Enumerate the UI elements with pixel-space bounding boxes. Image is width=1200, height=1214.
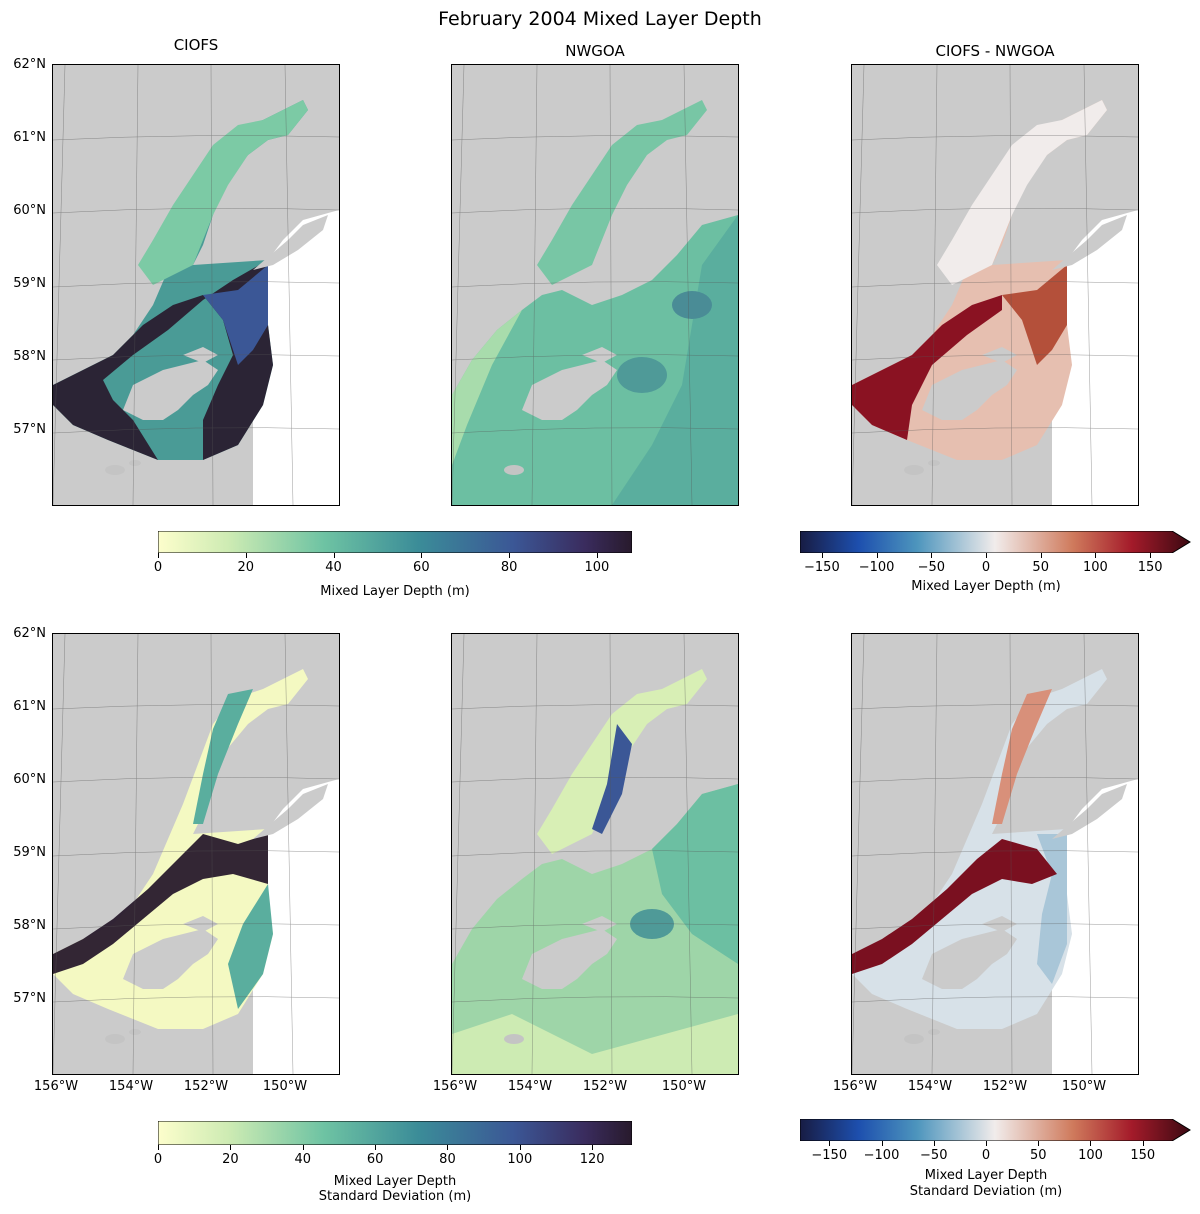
colorbar-tick-label: 150	[1130, 1148, 1156, 1163]
lat-tick-r2: 60°N	[13, 772, 46, 787]
colorbar-tick-label: 60	[366, 1152, 384, 1167]
colorbar-tick-mark	[421, 553, 423, 558]
colorbar-tick-label: −50	[917, 560, 945, 575]
colorbar-tick-mark	[245, 553, 247, 558]
lat-tick-r1: 62°N	[13, 57, 46, 72]
colorbar-std-label-2: Standard Deviation (m)	[318, 1189, 472, 1204]
lat-tick-r2: 62°N	[13, 626, 46, 641]
lon-tick: 154°W	[108, 1079, 154, 1094]
lat-tick-r1: 58°N	[13, 349, 46, 364]
colorbar-tick-label: 100	[1078, 1148, 1103, 1163]
colorbar-tick-label: 60	[413, 560, 430, 575]
colorbar-tick-label: −150	[811, 1148, 848, 1163]
map-ciofs-std	[52, 633, 340, 1075]
map-nwgoa-std	[451, 633, 739, 1075]
colorbar-std-diff-label-1: Mixed Layer Depth	[924, 1168, 1048, 1183]
lat-tick-r2: 58°N	[13, 918, 46, 933]
lat-tick-r2: 59°N	[13, 845, 46, 860]
panel-title-diff: CIOFS - NWGOA	[935, 42, 1055, 60]
lat-tick-r1: 61°N	[13, 130, 46, 145]
colorbar-diff-label: Mixed Layer Depth (m)	[911, 579, 1061, 594]
colorbar-tick-label: 100	[1082, 560, 1108, 575]
colorbar-tick-mark	[333, 553, 335, 558]
map-nwgoa-mld	[451, 64, 739, 506]
colorbar-tick-mark	[1142, 1141, 1144, 1146]
map-diff-std	[851, 633, 1139, 1075]
colorbar-tick-mark	[1090, 1141, 1092, 1146]
lon-tick: 156°W	[832, 1079, 878, 1094]
colorbar-tick-mark	[881, 1141, 883, 1146]
lat-tick-r2: 57°N	[13, 991, 46, 1006]
colorbar-tick-mark	[876, 553, 878, 558]
lon-tick: 156°W	[33, 1079, 79, 1094]
colorbar-tick-mark	[375, 1145, 377, 1150]
colorbar-tick-label: 40	[294, 1152, 311, 1167]
colorbar-tick-mark	[829, 1141, 831, 1146]
colorbar-std-label-1: Mixed Layer Depth	[333, 1174, 457, 1189]
colorbar-tick-label: 80	[439, 1152, 456, 1167]
colorbar-tick-mark	[986, 553, 987, 558]
colorbar-tick-mark	[1040, 553, 1042, 558]
colorbar-tick-label: 0	[153, 560, 163, 575]
colorbar-mld	[157, 530, 633, 554]
panel-title-ciofs: CIOFS	[173, 36, 219, 54]
colorbar-tick-label: 40	[325, 560, 342, 575]
colorbar-tick-label: 50	[1029, 1148, 1047, 1163]
colorbar-tick-label: 150	[1137, 560, 1163, 575]
lon-tick: 150°W	[262, 1079, 308, 1094]
colorbar-tick-label: 100	[507, 1152, 533, 1167]
colorbar-tick-label: −100	[858, 560, 895, 575]
colorbar-tick-mark	[302, 1145, 304, 1150]
colorbar-tick-label: 50	[1032, 560, 1049, 575]
colorbar-tick-mark	[986, 1141, 987, 1146]
colorbar-tick-mark	[519, 1145, 521, 1150]
colorbar-tick-label: 20	[237, 560, 255, 575]
map-ciofs-mld	[52, 64, 340, 506]
lon-tick: 152°W	[582, 1079, 628, 1094]
colorbar-mld-label: Mixed Layer Depth (m)	[320, 584, 470, 599]
lon-tick: 156°W	[432, 1079, 478, 1094]
colorbar-tick-label: 0	[981, 1148, 991, 1163]
lat-tick-r2: 61°N	[13, 699, 46, 714]
colorbar-tick-mark	[1150, 553, 1152, 558]
colorbar-tick-mark	[596, 553, 598, 558]
colorbar-tick-label: 100	[584, 560, 610, 575]
lon-tick: 152°W	[982, 1079, 1028, 1094]
lat-tick-r1: 59°N	[13, 276, 46, 291]
colorbar-tick-mark	[933, 1141, 935, 1146]
colorbar-tick-label: 20	[222, 1152, 239, 1167]
lon-tick: 152°W	[183, 1079, 229, 1094]
colorbar-tick-mark	[509, 553, 511, 558]
lon-tick: 154°W	[507, 1079, 553, 1094]
colorbar-tick-mark	[447, 1145, 449, 1150]
colorbar-tick-mark	[1038, 1141, 1040, 1146]
colorbar-tick-label: −100	[863, 1148, 900, 1163]
colorbar-tick-label: −150	[804, 560, 840, 575]
colorbar-std	[157, 1120, 633, 1146]
colorbar-tick-mark	[1095, 553, 1097, 558]
lon-tick: 150°W	[1061, 1079, 1107, 1094]
lon-tick: 154°W	[907, 1079, 953, 1094]
colorbar-tick-mark	[158, 1145, 159, 1150]
colorbar-diff	[799, 530, 1192, 554]
map-diff-mld	[851, 64, 1139, 506]
colorbar-std-diff-label-2: Standard Deviation (m)	[909, 1184, 1063, 1199]
colorbar-tick-mark	[821, 553, 823, 558]
panel-title-nwgoa: NWGOA	[565, 42, 625, 60]
lat-tick-r1: 60°N	[13, 203, 46, 218]
colorbar-tick-label: 0	[981, 560, 991, 575]
colorbar-std-diff	[799, 1118, 1192, 1142]
colorbar-tick-mark	[931, 553, 933, 558]
colorbar-tick-label: 80	[500, 560, 518, 575]
colorbar-tick-mark	[158, 553, 159, 558]
colorbar-tick-label: 120	[579, 1152, 605, 1167]
colorbar-tick-mark	[592, 1145, 594, 1150]
colorbar-tick-label: 0	[153, 1152, 163, 1167]
figure-title: February 2004 Mixed Layer Depth	[438, 8, 762, 30]
colorbar-tick-mark	[230, 1145, 232, 1150]
lon-tick: 150°W	[661, 1079, 707, 1094]
colorbar-tick-label: −50	[920, 1148, 948, 1163]
lat-tick-r1: 57°N	[13, 422, 46, 437]
